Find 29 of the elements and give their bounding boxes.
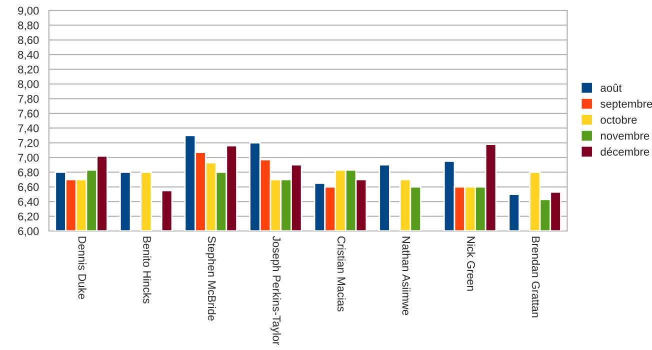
- legend-label: décembre: [600, 147, 650, 156]
- y-tick-label: 6,80: [18, 168, 39, 178]
- x-tick-label: Nick Green: [467, 236, 476, 291]
- y-tick-label: 7,40: [18, 124, 39, 134]
- legend-label: novembre: [600, 132, 650, 140]
- y-tick-label: 6,20: [18, 212, 39, 222]
- y-tick-label: 7,60: [18, 110, 39, 119]
- y-tick-label: 8,00: [18, 80, 39, 90]
- x-tick-label: Nathan Asiimwe: [402, 236, 410, 316]
- y-tick-label: 7,20: [18, 139, 39, 148]
- x-tick-label: Dennis Duke: [78, 236, 86, 299]
- y-tick-label: 9,00: [18, 6, 39, 16]
- legend-label: septembre: [600, 100, 652, 110]
- y-tick-label: 7,00: [18, 154, 39, 163]
- y-tick-label: 8,20: [18, 66, 39, 75]
- x-tick-label: Cristian Macias: [337, 236, 346, 312]
- y-tick-label: 6,00: [18, 227, 39, 236]
- y-tick-label: 6,40: [18, 198, 39, 208]
- y-tick-label: 7,80: [18, 94, 39, 104]
- y-tick-label: 8,40: [18, 50, 39, 60]
- legend-label: octobre: [600, 116, 637, 124]
- x-tick-label: Brendan Grattan: [532, 236, 540, 318]
- legend-label: août: [600, 84, 622, 92]
- x-tick-label: Joseph Perkins-Taylor: [270, 236, 281, 345]
- x-tick-label: Benito Hincks: [143, 236, 152, 304]
- x-tick-label: Stephen McBride: [206, 236, 216, 321]
- y-tick-label: 8,60: [18, 36, 39, 46]
- y-tick-label: 8,80: [18, 21, 39, 31]
- y-tick-label: 6,60: [18, 183, 39, 192]
